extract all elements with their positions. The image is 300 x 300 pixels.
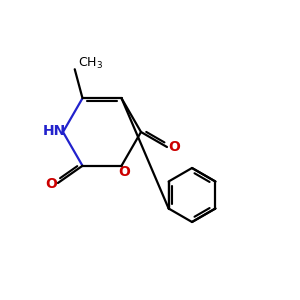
Text: O: O [118,165,130,179]
Text: CH$_3$: CH$_3$ [78,56,103,71]
Text: O: O [45,178,57,191]
Text: HN: HN [42,124,66,138]
Text: O: O [169,140,180,154]
